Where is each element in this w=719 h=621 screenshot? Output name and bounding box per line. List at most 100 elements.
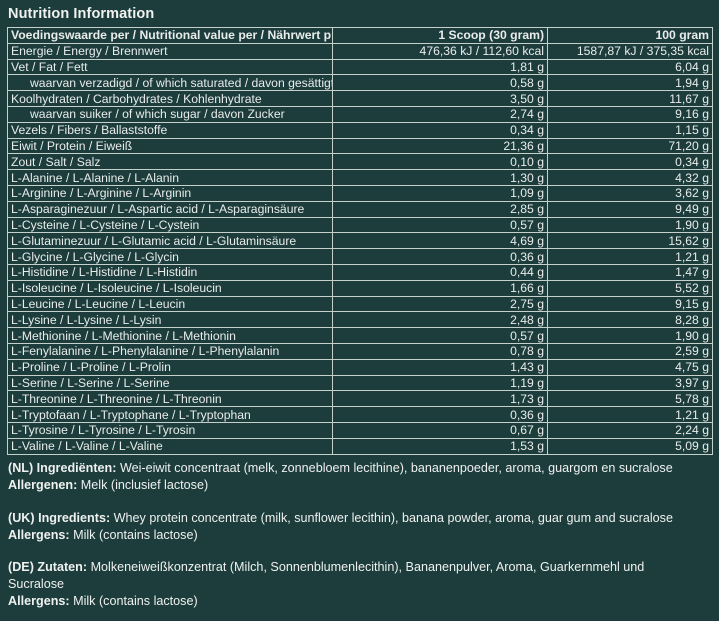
value-per-100g: 5,78 g [547,390,713,408]
value-per-serving: 1,09 g [332,184,548,202]
value-per-100g: 8,28 g [547,311,713,329]
ingredients-uk-line: (UK) Ingredients: Whey protein concentra… [8,510,688,527]
value-per-serving: 0,57 g [332,327,548,344]
nutrient-label: L-Isoleucine / L-Isoleucine / L-Isoleuci… [7,279,333,297]
nutrient-label: Eiwit / Protein / Eiweiß [7,137,333,155]
value-per-serving: 1,81 g [332,58,548,76]
nutrient-label: L-Methionine / L-Methionine / L-Methioni… [7,327,333,344]
table-row: L-Asparaginezuur / L-Aspartic acid / L-A… [7,200,713,218]
table-row: L-Tyrosine / L-Tyrosine / L-Tyrosin 0,67 … [7,421,713,439]
value-per-serving: 0,10 g [332,153,548,171]
table-row: Zout / Salt / Salz 0,10 g 0,34 g [7,153,713,171]
table-row: L-Glycine / L-Glycine / L-Glycin 0,36 g 1,… [7,248,713,265]
table-row: L-Proline / L-Proline / L-Prolin 1,43 g 4,… [7,358,713,376]
value-per-serving: 4,69 g [332,232,548,250]
nutrition-table: Voedingswaarde per / Nutritional value p… [7,27,713,455]
nutrient-label: Vet / Fat / Fett [7,58,333,76]
value-per-100g: 1,47 g [547,263,713,281]
value-per-serving: 3,50 g [332,90,548,107]
table-row: L-Tryptofaan / L-Tryptophane / L-Tryptop… [7,406,713,423]
value-per-serving: 2,48 g [332,311,548,329]
table-row: waarvan suiker / of which sugar / davon … [7,105,713,123]
ingredients-de-line: (DE) Zutaten: Molkeneiweißkonzentrat (Mi… [8,559,688,593]
nutrient-label: L-Arginine / L-Arginine / L-Arginin [7,184,333,202]
nutrient-label: L-Lysine / L-Lysine / L-Lysin [7,311,333,329]
nutrient-label: L-Tryptofaan / L-Tryptophane / L-Tryptop… [7,406,333,423]
table-row: Koolhydraten / Carbohydrates / Kohlenhyd… [7,90,713,107]
ingredients-de-text: Molkeneiweißkonzentrat (Milch, Sonnenblu… [8,560,645,591]
value-per-serving: 2,74 g [332,105,548,123]
table-row: L-Threonine / L-Threonine / L-Threonin 1,… [7,390,713,408]
ingredients-nl: (NL) Ingrediënten: Wei-eiwit concentraat… [8,460,688,494]
value-per-serving: 2,75 g [332,295,548,313]
allergens-de-label: Allergens: [8,594,70,608]
table-row: L-Lysine / L-Lysine / L-Lysin 2,48 g 8,28 … [7,311,713,329]
value-per-100g: 15,62 g [547,232,713,250]
table-row: L-Fenylalanine / L-Phenylalanine / L-Phe… [7,342,713,360]
value-per-100g: 1,21 g [547,406,713,423]
nutrient-label: L-Alanine / L-Alanine / L-Alanin [7,169,333,186]
value-per-serving: 0,36 g [332,248,548,265]
value-per-100g: 9,16 g [547,105,713,123]
ingredients-uk-text: Whey protein concentrate (milk, sunflowe… [113,511,673,525]
table-row: Eiwit / Protein / Eiweiß 21,36 g 71,20 g [7,137,713,155]
value-per-100g: 1,94 g [547,74,713,92]
allergens-de-text: Milk (contains lactose) [73,594,198,608]
value-per-100g: 3,62 g [547,184,713,202]
nutrient-label: L-Valine / L-Valine / L-Valine [7,437,333,455]
header-nutrient: Voedingswaarde per / Nutritional value p… [7,27,333,44]
ingredients-uk: (UK) Ingredients: Whey protein concentra… [8,510,688,544]
table-row: L-Serine / L-Serine / L-Serine 1,19 g 3,97… [7,374,713,392]
nutrient-label: Vezels / Fibers / Ballaststoffe [7,121,333,139]
value-per-100g: 5,52 g [547,279,713,297]
table-row: Vezels / Fibers / Ballaststoffe 0,34 g 1,1… [7,121,713,139]
nutrient-label: L-Leucine / L-Leucine / L-Leucin [7,295,333,313]
value-per-100g: 4,32 g [547,169,713,186]
value-per-100g: 9,15 g [547,295,713,313]
nutrient-label: L-Tyrosine / L-Tyrosine / L-Tyrosin [7,421,333,439]
allergens-de-line: Allergens: Milk (contains lactose) [8,593,688,610]
table-row: L-Valine / L-Valine / L-Valine 1,53 g 5,09… [7,437,713,455]
value-per-serving: 1,66 g [332,279,548,297]
table-row: L-Alanine / L-Alanine / L-Alanin 1,30 g 4,… [7,169,713,186]
value-per-serving: 1,43 g [332,358,548,376]
value-per-100g: 5,09 g [547,437,713,455]
nutrient-label: L-Asparaginezuur / L-Aspartic acid / L-A… [7,200,333,218]
table-row: waarvan verzadigd / of which saturated /… [7,74,713,92]
allergens-uk-label: Allergens: [8,528,70,542]
nutrient-label: L-Histidine / L-Histidine / L-Histidin [7,263,333,281]
table-row: Energie / Energy / Brennwert 476,36 kJ / … [7,42,713,60]
table-header-row: Voedingswaarde per / Nutritional value p… [7,27,713,44]
nutrient-label: L-Proline / L-Proline / L-Prolin [7,358,333,376]
header-per-serving: 1 Scoop (30 gram) [332,27,548,44]
value-per-serving: 0,78 g [332,342,548,360]
nutrient-label: L-Cysteine / L-Cysteine / L-Cystein [7,216,333,234]
value-per-100g: 71,20 g [547,137,713,155]
table-row: L-Methionine / L-Methionine / L-Methioni… [7,327,713,344]
value-per-100g: 1,21 g [547,248,713,265]
nutrient-label: L-Glutaminezuur / L-Glutamic acid / L-Gl… [7,232,333,250]
table-row: L-Isoleucine / L-Isoleucine / L-Isoleuci… [7,279,713,297]
table-row: L-Leucine / L-Leucine / L-Leucin 2,75 g 9,… [7,295,713,313]
nutrient-label: Koolhydraten / Carbohydrates / Kohlenhyd… [7,90,333,107]
nutrient-label: Energie / Energy / Brennwert [7,42,333,60]
allergens-uk-text: Milk (contains lactose) [73,528,198,542]
value-per-serving: 0,44 g [332,263,548,281]
allergens-nl-label: Allergenen: [8,478,78,492]
value-per-serving: 1,19 g [332,374,548,392]
table-row: Vet / Fat / Fett 1,81 g 6,04 g [7,58,713,76]
value-per-serving: 0,57 g [332,216,548,234]
nutrient-label: L-Glycine / L-Glycine / L-Glycin [7,248,333,265]
table-row: L-Arginine / L-Arginine / L-Arginin 1,09 … [7,184,713,202]
value-per-serving: 476,36 kJ / 112,60 kcal [332,42,548,60]
value-per-100g: 9,49 g [547,200,713,218]
value-per-serving: 1,73 g [332,390,548,408]
ingredients-uk-label: (UK) Ingredients: [8,511,111,525]
table-row: L-Cysteine / L-Cysteine / L-Cystein 0,57 … [7,216,713,234]
nutrient-label: L-Serine / L-Serine / L-Serine [7,374,333,392]
value-per-100g: 6,04 g [547,58,713,76]
value-per-100g: 1,90 g [547,216,713,234]
ingredients-nl-text: Wei-eiwit concentraat (melk, zonnebloem … [119,461,673,475]
value-per-serving: 0,36 g [332,406,548,423]
nutrient-label: waarvan verzadigd / of which saturated /… [7,74,333,92]
